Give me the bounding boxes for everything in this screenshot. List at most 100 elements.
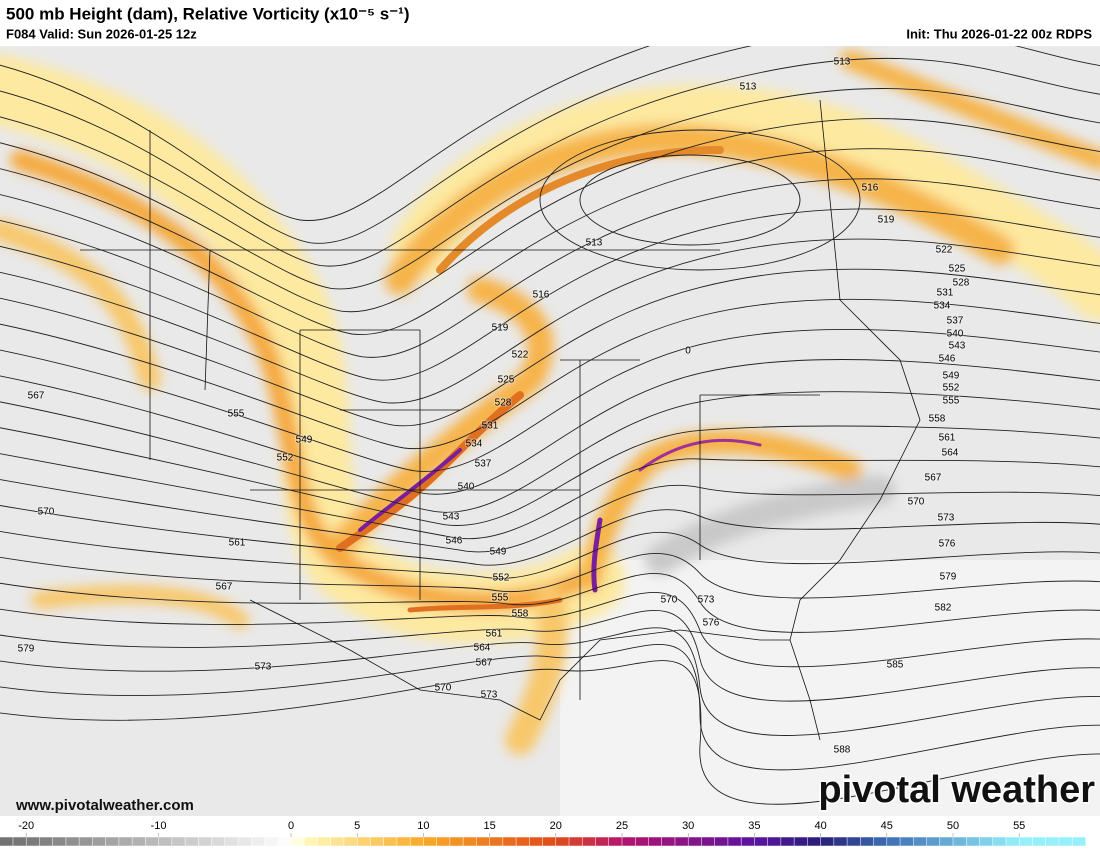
colorbar-swatch [1006,837,1020,846]
contour-label: 555 [492,593,509,604]
contour-label: 534 [934,301,951,312]
colorbar-swatch [860,837,874,846]
colorbar-swatch [503,837,517,846]
colorbar-swatch [476,837,490,846]
colorbar-swatch [569,837,583,846]
contour-label: 579 [18,644,35,655]
colorbar-swatch [132,837,146,846]
contour-label: 561 [229,538,246,549]
colorbar-swatch [754,837,768,846]
colorbar-swatch [410,837,424,846]
contour-label: 558 [512,609,529,620]
contour-label: 549 [490,547,507,558]
colorbar-swatch [979,837,993,846]
contour-label: 576 [939,539,956,550]
contour-label: 522 [512,350,529,361]
colorbar-swatch [291,837,305,846]
colorbar-swatch [238,837,252,846]
colorbar-swatch [556,837,570,846]
colorbar-swatch [66,837,80,846]
colorbar-swatch [397,837,411,846]
colorbar-tick-label: 10 [417,820,429,832]
colorbar-swatch [1046,837,1060,846]
contour-label: 513 [740,82,757,93]
colorbar-swatch [927,837,941,846]
contour-label: 543 [443,512,460,523]
contour-label: 564 [942,448,959,459]
colorbar-swatch [225,837,239,846]
colorbar-swatch [913,837,927,846]
colorbar-swatch [357,837,371,846]
colorbar-swatch [993,837,1007,846]
colorbar-tick-label: 5 [354,820,360,832]
colorbar-swatch [198,837,212,846]
contour-label: 573 [938,513,955,524]
colorbar-swatch [675,837,689,846]
colorbar-swatch [715,837,729,846]
colorbar-swatch [874,837,888,846]
colorbar-swatch [701,837,715,846]
colorbar-swatch [0,837,13,846]
contour-label: 552 [277,453,294,464]
colorbar-swatch [278,837,292,846]
colorbar-swatch [344,837,358,846]
colorbar-swatch [1019,837,1033,846]
contour-label: 549 [296,435,313,446]
colorbar-swatch [900,837,914,846]
colorbar-swatch [450,837,464,846]
colorbar-tick-label: 40 [814,820,826,832]
contour-label: 570 [435,683,452,694]
contour-label: 525 [498,375,515,386]
contour-label: 570 [908,497,925,508]
contour-label: 543 [949,341,966,352]
contour-label: 570 [661,595,678,606]
colorbar-swatch [648,837,662,846]
contour-label: 0 [685,346,691,357]
contour-label: 528 [495,398,512,409]
contour-label: 519 [492,323,509,334]
colorbar-tick-label: 20 [550,820,562,832]
colorbar-swatch [807,837,821,846]
contour-label: 570 [38,507,55,518]
colorbar-swatch [794,837,808,846]
contour-label: 585 [887,660,904,671]
contour-label: 516 [533,290,550,301]
colorbar-swatch [317,837,331,846]
contour-label: 579 [940,572,957,583]
colorbar-swatch [966,837,980,846]
colorbar-swatch [92,837,106,846]
contour-label: 573 [698,595,715,606]
colorbar-swatch [1059,837,1073,846]
contour-label: 573 [481,690,498,701]
colorbar-swatch [265,837,279,846]
colorbar-tick-label: 35 [748,820,760,832]
colorbar-tick-label: 45 [881,820,893,832]
contour-label: 576 [703,618,720,629]
contour-label: 531 [937,288,954,299]
contour-label: 531 [482,421,499,432]
colorbar-swatch [79,837,93,846]
colorbar-swatch [463,837,477,846]
colorbar-tick-label: 50 [947,820,959,832]
contour-label: 537 [475,459,492,470]
colorbar-swatch [437,837,451,846]
contour-label: 555 [228,409,245,420]
contour-label: 528 [953,278,970,289]
contour-label: 516 [862,183,879,194]
contour-label: 546 [939,354,956,365]
contour-label: 546 [446,536,463,547]
colorbar-swatch [741,837,755,846]
contour-label: 582 [935,603,952,614]
colorbar-swatch [212,837,226,846]
colorbar-tick-label: 55 [1013,820,1025,832]
contour-label: 552 [943,383,960,394]
contour-label: 513 [834,57,851,68]
colorbar-swatch [423,837,437,846]
colorbar-swatch [370,837,384,846]
colorbar-swatch [26,837,40,846]
contour-label: 540 [458,482,475,493]
contour-label: 567 [28,391,45,402]
colorbar-swatch [543,837,557,846]
